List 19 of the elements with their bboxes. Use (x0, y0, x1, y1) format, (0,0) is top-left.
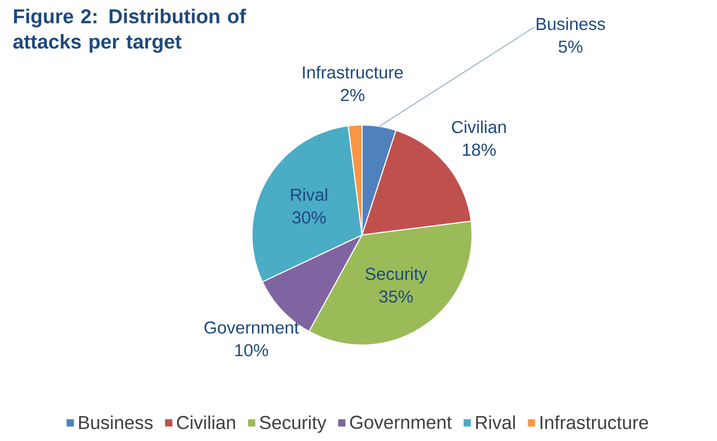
data-label: 35% (379, 290, 413, 303)
data-label: 5% (558, 40, 582, 53)
legend-label: Infrastructure (540, 415, 648, 430)
slice-label: Business (536, 17, 606, 30)
chart-title: Figure 2: Distribution of attacks per target (13, 8, 246, 53)
data-label: 10% (235, 344, 268, 356)
legend-label: Security (260, 415, 326, 433)
data-label: 30% (292, 211, 326, 224)
legend-label: Civilian (177, 415, 236, 430)
legend-label: Business (79, 415, 153, 430)
slice-label: Civilian (452, 120, 506, 134)
slice-label: Infrastructure (303, 66, 403, 79)
legend-label: Rival (476, 415, 515, 430)
data-label: 18% (462, 144, 496, 156)
slice-label: Rival (291, 188, 328, 201)
legend-label: Government (350, 416, 452, 429)
data-label: 2% (340, 88, 364, 102)
slice-label: Government (204, 321, 299, 334)
slice-label: Security (365, 267, 428, 284)
